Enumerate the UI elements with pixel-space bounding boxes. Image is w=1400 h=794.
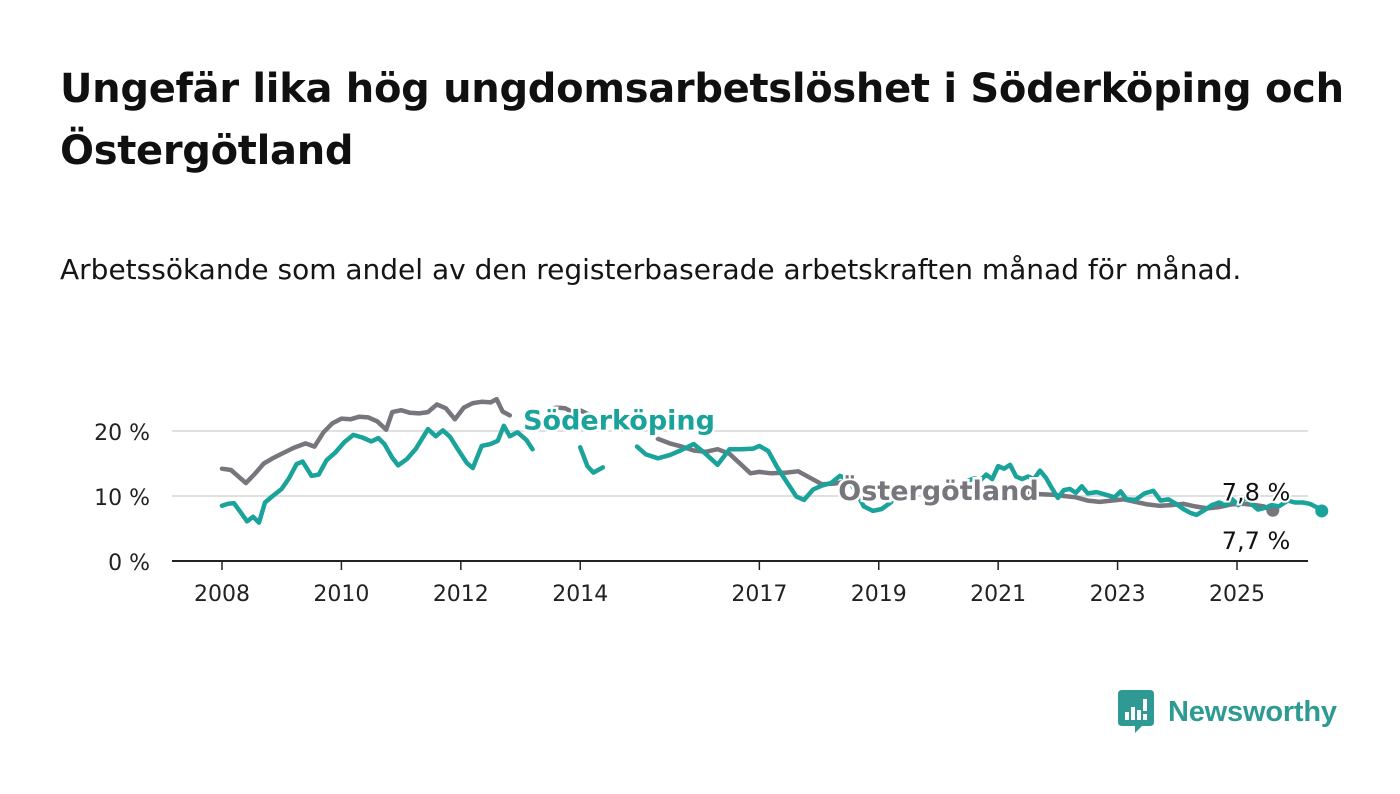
series-line-stergtland [219,396,513,486]
chart-subtitle: Arbetssökande som andel av den registerb… [60,253,1242,286]
x-tick-label: 2023 [1090,582,1146,607]
end-point-sderkping [1315,504,1329,518]
y-tick-label: 20 % [94,421,150,446]
y-axis-tick-labels: 0 % 10 % 20 % [94,421,150,576]
series-labels: Söderköping Östergötland 7,8 % 7,7 % [521,403,1293,557]
x-tick-label: 2017 [731,582,787,607]
series-label: Östergötland [838,474,1038,507]
newsworthy-logo: Newsworthy [1118,690,1337,734]
x-tick-label: 2014 [552,582,608,607]
x-tick-label: 2019 [851,582,907,607]
x-tick-label: 2010 [313,582,369,607]
series-line-sderkping [219,423,535,525]
series-line-sderkping [634,441,901,514]
series-line-sderkping [577,445,606,475]
end-value-label: 7,7 % [1222,527,1291,555]
x-tick-label: 2025 [1209,582,1265,607]
series-label: Söderköping [523,406,715,437]
chart-title: Ungefär lika hög ungdomsarbetslöshet i S… [60,66,1344,174]
y-tick-label: 0 % [108,551,150,576]
x-axis [172,560,1308,570]
x-axis-tick-labels: 2008 2010 2012 2014 2017 2019 2021 2023 2025 [194,582,1265,607]
y-tick-label: 10 % [94,486,150,511]
series-line-sderkping [954,462,1325,518]
series-lines [219,396,1329,525]
end-value-label: 7,8 % [1222,478,1291,506]
series-line-stergtland [545,405,607,425]
newsworthy-logo-icon [1118,690,1154,733]
newsworthy-logo-text: Newsworthy [1168,695,1337,728]
x-tick-label: 2008 [194,582,250,607]
x-tick-label: 2021 [970,582,1026,607]
x-tick-label: 2012 [433,582,489,607]
